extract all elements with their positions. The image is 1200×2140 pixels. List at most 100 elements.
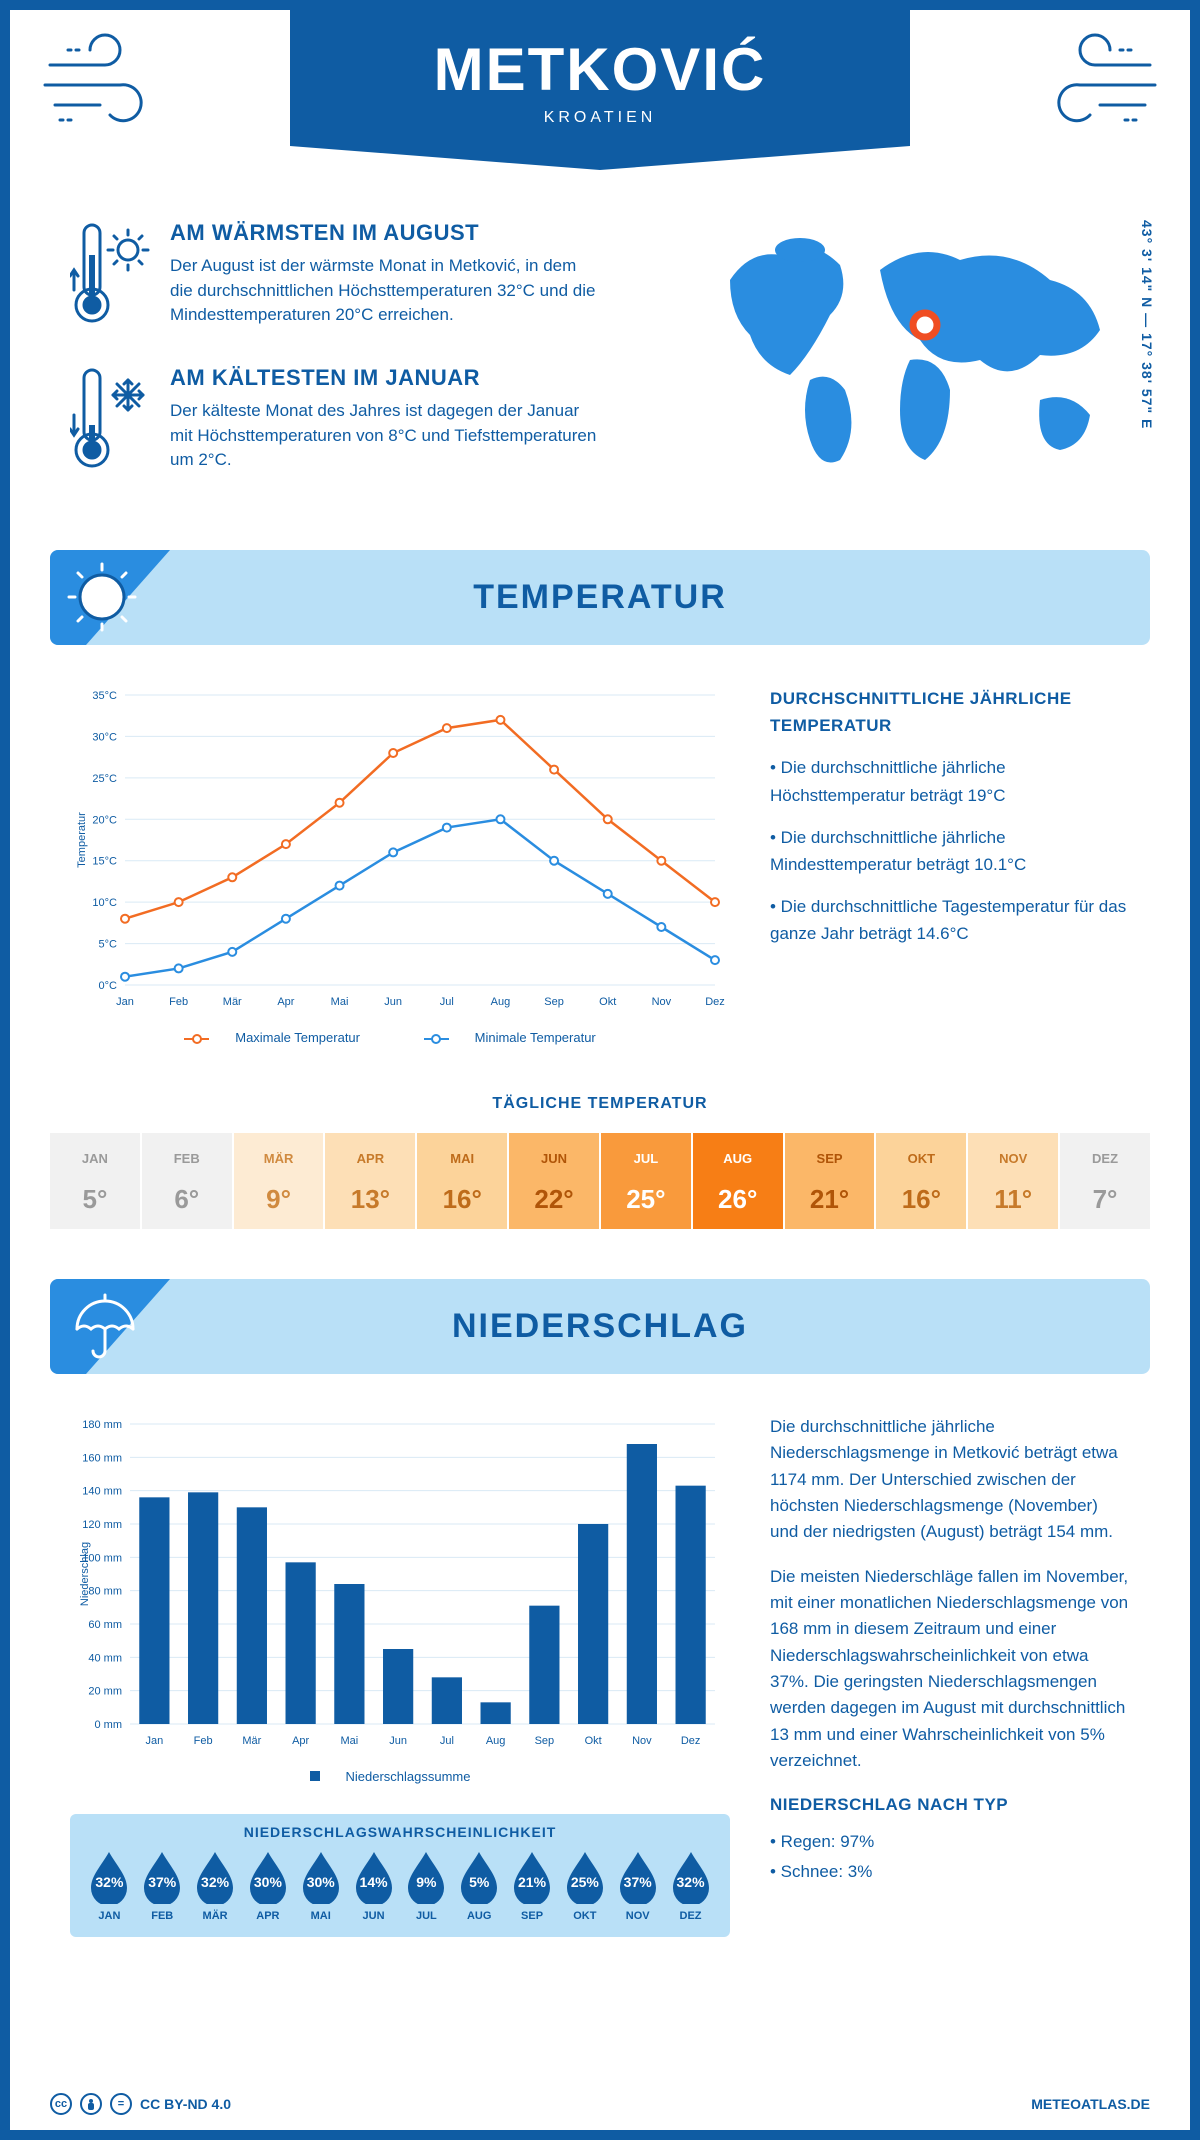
daily-temp-cell: AUG26° (693, 1133, 783, 1229)
svg-text:35°C: 35°C (92, 690, 117, 702)
precip-chart-legend: Niederschlagssumme (70, 1769, 730, 1784)
city-name: METKOVIĆ (290, 35, 910, 104)
umbrella-icon (65, 1289, 140, 1369)
precipitation-summary: Die durchschnittliche jährliche Niedersc… (770, 1414, 1130, 1937)
precip-type-2: • Schnee: 3% (770, 1859, 1130, 1885)
license-text: CC BY-ND 4.0 (140, 2096, 231, 2112)
temp-bullet-3: • Die durchschnittliche Tagestemperatur … (770, 893, 1130, 947)
svg-text:180 mm: 180 mm (82, 1419, 122, 1431)
daily-temp-table: JAN5°FEB6°MÄR9°APR13°MAI16°JUN22°JUL25°A… (50, 1133, 1150, 1229)
wind-icon-right (1020, 30, 1160, 145)
prob-cell: 32% MÄR (191, 1850, 240, 1922)
prob-cell: 32% DEZ (666, 1850, 715, 1922)
svg-text:Okt: Okt (585, 1735, 602, 1747)
temperature-chart: 0°C5°C10°C15°C20°C25°C30°C35°CJanFebMärA… (70, 685, 730, 1045)
precipitation-title: NIEDERSCHLAG (452, 1307, 748, 1346)
svg-text:60 mm: 60 mm (88, 1619, 122, 1631)
world-map: 43° 3' 14" N — 17° 38' 57" E (700, 220, 1130, 510)
svg-text:Jun: Jun (384, 996, 402, 1008)
temperature-banner: TEMPERATUR (50, 550, 1150, 645)
daily-temp-cell: JUL25° (601, 1133, 691, 1229)
svg-text:20 mm: 20 mm (88, 1686, 122, 1698)
legend-max: Maximale Temperatur (235, 1030, 360, 1045)
daily-temp-cell: JAN5° (50, 1133, 140, 1229)
site-name: METEOATLAS.DE (1031, 2096, 1150, 2112)
svg-text:20°C: 20°C (92, 814, 117, 826)
svg-text:Apr: Apr (277, 996, 294, 1008)
footer: cc = CC BY-ND 4.0 METEOATLAS.DE (10, 2093, 1190, 2115)
precip-probability-box: NIEDERSCHLAGSWAHRSCHEINLICHKEIT 32% JAN … (70, 1814, 730, 1937)
prob-cell: 30% APR (243, 1850, 292, 1922)
daily-temp-cell: OKT16° (876, 1133, 966, 1229)
precip-para-1: Die durchschnittliche jährliche Niedersc… (770, 1414, 1130, 1546)
temp-bullet-1: • Die durchschnittliche jährliche Höchst… (770, 754, 1130, 808)
svg-text:0 mm: 0 mm (95, 1719, 123, 1731)
svg-text:Sep: Sep (535, 1735, 555, 1747)
prob-title: NIEDERSCHLAGSWAHRSCHEINLICHKEIT (85, 1824, 715, 1840)
daily-temp-cell: JUN22° (509, 1133, 599, 1229)
svg-text:Feb: Feb (194, 1735, 213, 1747)
title-banner: METKOVIĆ KROATIEN (290, 10, 910, 170)
prob-cell: 37% FEB (138, 1850, 187, 1922)
intro-section: AM WÄRMSTEN IM AUGUST Der August ist der… (10, 190, 1190, 550)
prob-cell: 32% JAN (85, 1850, 134, 1922)
license: cc = CC BY-ND 4.0 (50, 2093, 231, 2115)
cc-icon: cc (50, 2093, 72, 2115)
svg-text:Aug: Aug (491, 996, 511, 1008)
svg-text:Temperatur: Temperatur (76, 812, 88, 868)
precipitation-chart: 0 mm20 mm40 mm60 mm80 mm100 mm120 mm140 … (70, 1414, 730, 1784)
svg-text:Jul: Jul (440, 996, 454, 1008)
precip-para-2: Die meisten Niederschläge fallen im Nove… (770, 1564, 1130, 1775)
svg-text:Sep: Sep (544, 996, 564, 1008)
svg-text:0°C: 0°C (99, 980, 118, 992)
prob-cell: 21% SEP (508, 1850, 557, 1922)
precip-type-title: NIEDERSCHLAG NACH TYP (770, 1792, 1130, 1818)
svg-text:Jan: Jan (146, 1735, 164, 1747)
by-icon (80, 2093, 102, 2115)
infographic-frame: METKOVIĆ KROATIEN (0, 0, 1200, 2140)
daily-temp-cell: NOV11° (968, 1133, 1058, 1229)
svg-text:80 mm: 80 mm (88, 1586, 122, 1598)
coldest-fact: AM KÄLTESTEN IM JANUAR Der kälteste Mona… (70, 365, 670, 480)
precip-type-1: • Regen: 97% (770, 1829, 1130, 1855)
wind-icon-left (40, 30, 180, 145)
warmest-text: Der August ist der wärmste Monat in Metk… (170, 254, 600, 328)
svg-text:Dez: Dez (681, 1735, 701, 1747)
daily-temp-cell: SEP21° (785, 1133, 875, 1229)
thermometer-sun-icon (70, 220, 150, 335)
svg-text:120 mm: 120 mm (82, 1519, 122, 1531)
svg-text:5°C: 5°C (99, 939, 118, 951)
coldest-title: AM KÄLTESTEN IM JANUAR (170, 365, 600, 391)
daily-temp-cell: APR13° (325, 1133, 415, 1229)
daily-temp-cell: MAI16° (417, 1133, 507, 1229)
temp-summary-title: DURCHSCHNITTLICHE JÄHRLICHE TEMPERATUR (770, 685, 1130, 739)
daily-temp-cell: MÄR9° (234, 1133, 324, 1229)
legend-min: Minimale Temperatur (475, 1030, 596, 1045)
prob-cell: 14% JUN (349, 1850, 398, 1922)
prob-cell: 5% AUG (455, 1850, 504, 1922)
svg-text:Feb: Feb (169, 996, 188, 1008)
svg-text:Okt: Okt (599, 996, 616, 1008)
svg-text:Dez: Dez (705, 996, 725, 1008)
temp-bullet-2: • Die durchschnittliche jährliche Mindes… (770, 824, 1130, 878)
svg-text:40 mm: 40 mm (88, 1652, 122, 1664)
svg-text:140 mm: 140 mm (82, 1486, 122, 1498)
coordinates: 43° 3' 14" N — 17° 38' 57" E (1139, 220, 1155, 429)
daily-temp-cell: DEZ7° (1060, 1133, 1150, 1229)
svg-text:Apr: Apr (292, 1735, 309, 1747)
svg-text:10°C: 10°C (92, 897, 117, 909)
precipitation-banner: NIEDERSCHLAG (50, 1279, 1150, 1374)
sun-icon (65, 560, 140, 640)
prob-cell: 37% NOV (613, 1850, 662, 1922)
svg-text:30°C: 30°C (92, 731, 117, 743)
svg-text:15°C: 15°C (92, 856, 117, 868)
header: METKOVIĆ KROATIEN (10, 10, 1190, 190)
svg-text:Mai: Mai (341, 1735, 359, 1747)
thermometer-snow-icon (70, 365, 150, 480)
coldest-text: Der kälteste Monat des Jahres ist dagege… (170, 399, 600, 473)
svg-text:Jun: Jun (389, 1735, 407, 1747)
svg-text:Nov: Nov (632, 1735, 652, 1747)
temperature-summary: DURCHSCHNITTLICHE JÄHRLICHE TEMPERATUR •… (770, 685, 1130, 1045)
warmest-fact: AM WÄRMSTEN IM AUGUST Der August ist der… (70, 220, 670, 335)
svg-text:Aug: Aug (486, 1735, 506, 1747)
